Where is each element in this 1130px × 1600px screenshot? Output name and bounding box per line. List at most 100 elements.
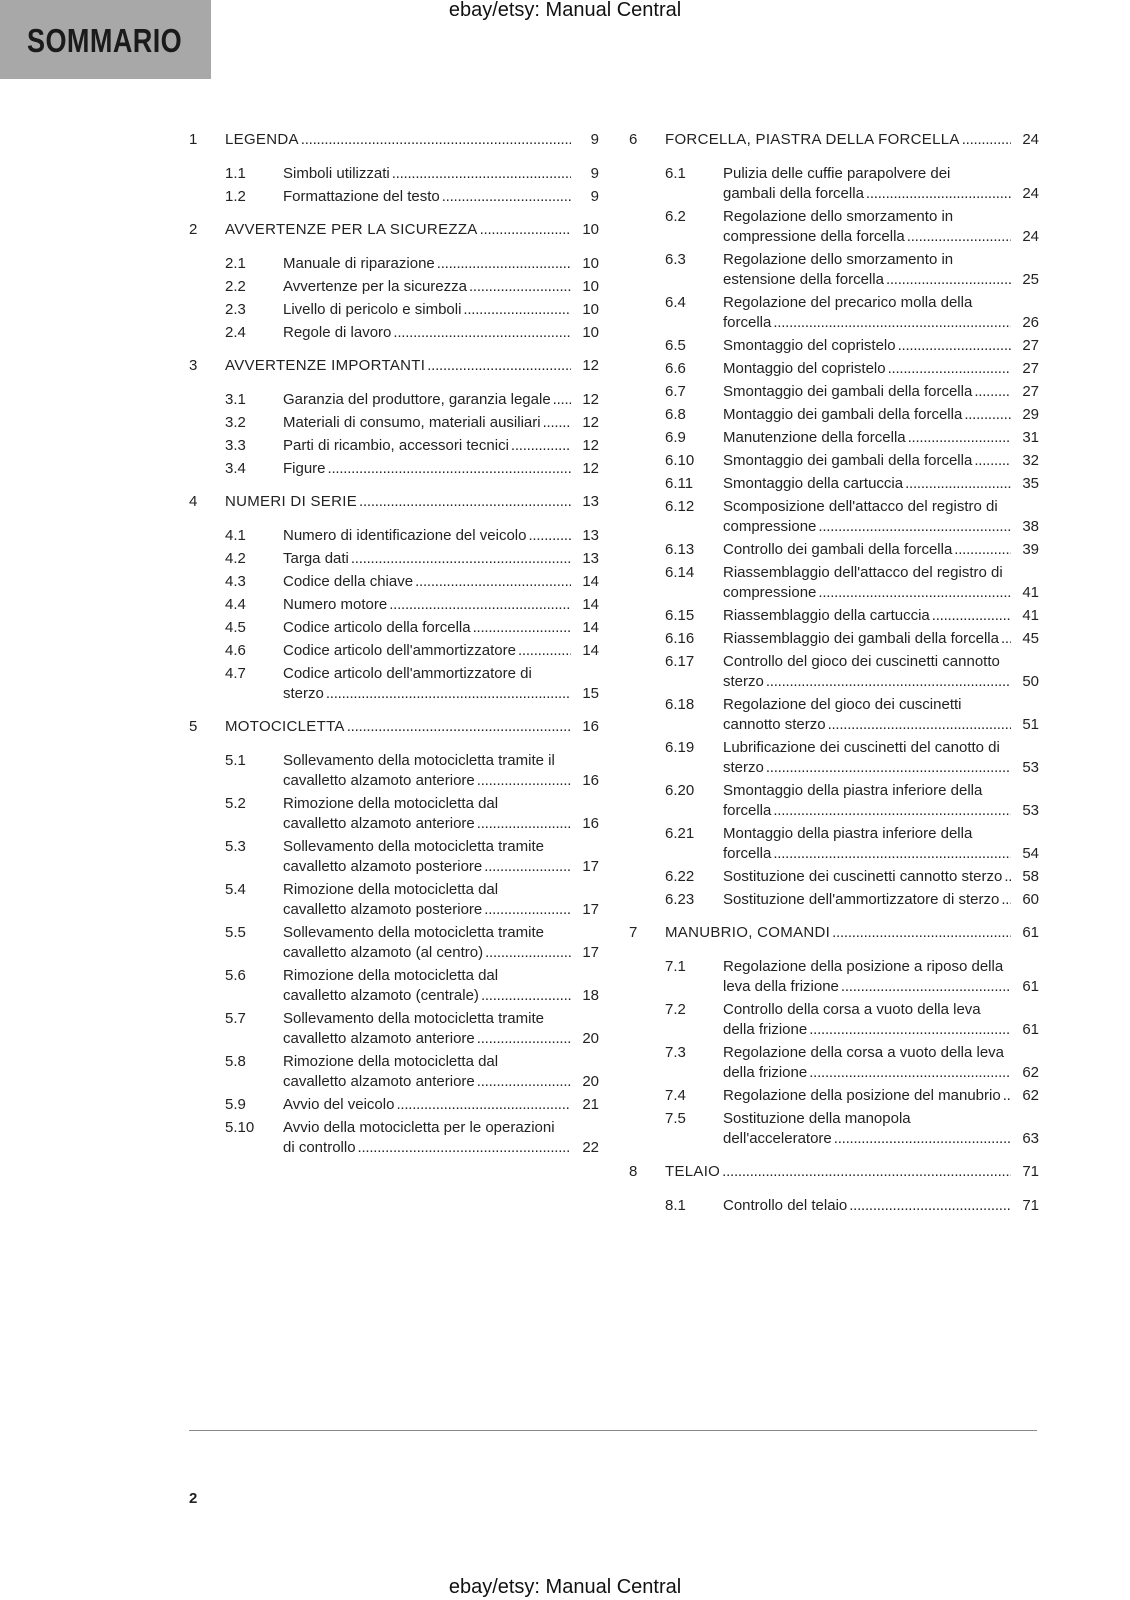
toc-section-entry[interactable]: 6.16 Riassemblaggio dei gambali della for… [665, 629, 1039, 649]
toc-section-entry[interactable]: 4.2 Targa dati 13 [225, 549, 599, 569]
toc-chapter-entry[interactable]: 2 AVVERTENZE PER LA SICUREZZA 10 [189, 220, 599, 240]
entry-title: Manutenzione della forcella [723, 429, 906, 446]
entry-title: Formattazione del testo [283, 188, 440, 205]
toc-section-entry[interactable]: 5.9 Avvio del veicolo 21 [225, 1095, 599, 1115]
toc-section-entry[interactable]: 4.7 Codice articolo dell'ammortizzatore d… [225, 664, 599, 704]
toc-section-entry[interactable]: 6.9 Manutenzione della forcella 31 [665, 428, 1039, 448]
toc-chapter-entry[interactable]: 4 NUMERI DI SERIE 13 [189, 492, 599, 512]
toc-section-entry[interactable]: 6.17 Controllo del gioco dei cuscinetti c… [665, 652, 1039, 692]
toc-section-entry[interactable]: 7.5 Sostituzione della manopola dell'acce… [665, 1109, 1039, 1149]
toc-section-entry[interactable]: 4.1 Numero di identificazione del veicolo… [225, 526, 599, 546]
toc-section-entry[interactable]: 1.1 Simboli utilizzati 9 [225, 164, 599, 184]
entry-title: Sostituzione dell'ammortizzatore di ster… [723, 891, 999, 908]
entry-page: 24 [1011, 184, 1039, 204]
entry-number: 6.2 [665, 208, 686, 225]
entry-title-wrap: LEGENDA [225, 130, 599, 150]
entry-page: 53 [1011, 758, 1039, 778]
toc-section-entry[interactable]: 7.1 Regolazione della posizione a riposo … [665, 957, 1039, 997]
toc-section-entry[interactable]: 4.3 Codice della chiave 14 [225, 572, 599, 592]
toc-section-entry[interactable]: 3.1 Garanzia del produttore, garanzia leg… [225, 390, 599, 410]
entry-page: 53 [1011, 801, 1039, 821]
toc-chapter-entry[interactable]: 8 TELAIO 71 [629, 1162, 1039, 1182]
toc-section-entry[interactable]: 7.2 Controllo della corsa a vuoto della l… [665, 1000, 1039, 1040]
toc-section-entry[interactable]: 6.10 Smontaggio dei gambali della forcell… [665, 451, 1039, 471]
toc-section-entry[interactable]: 6.3 Regolazione dello smorzamento in este… [665, 250, 1039, 290]
toc-section-entry[interactable]: 6.2 Regolazione dello smorzamento in comp… [665, 207, 1039, 247]
toc-section-entry[interactable]: 6.4 Regolazione del precarico molla della… [665, 293, 1039, 333]
toc-section-entry[interactable]: 8.1 Controllo del telaio 71 [665, 1196, 1039, 1216]
toc-section-entry[interactable]: 2.1 Manuale di riparazione 10 [225, 254, 599, 274]
toc-section-entry[interactable]: 5.5 Sollevamento della motocicletta trami… [225, 923, 599, 963]
toc-section-entry[interactable]: 6.7 Smontaggio dei gambali della forcella… [665, 382, 1039, 402]
entry-number: 5.2 [225, 795, 246, 812]
toc-section-entry[interactable]: 3.2 Materiali di consumo, materiali ausil… [225, 413, 599, 433]
toc-section-entry[interactable]: 2.2 Avvertenze per la sicurezza 10 [225, 277, 599, 297]
entry-title-wrap: Scomposizione dell'attacco del registro … [723, 497, 1039, 537]
toc-section-entry[interactable]: 6.5 Smontaggio del copristelo 27 [665, 336, 1039, 356]
entry-title-wrap: Montaggio della piastra inferiore della … [723, 824, 1039, 864]
toc-section-entry[interactable]: 6.15 Riassemblaggio della cartuccia 41 [665, 606, 1039, 626]
entry-title-wrap: Controllo del telaio [723, 1196, 1039, 1216]
toc-section-entry[interactable]: 5.7 Sollevamento della motocicletta trami… [225, 1009, 599, 1049]
entry-number: 6.13 [665, 541, 695, 558]
toc-chapter-entry[interactable]: 1 LEGENDA 9 [189, 130, 599, 150]
toc-section-entry[interactable]: 5.6 Rimozione della motocicletta dal cava… [225, 966, 599, 1006]
toc-section-entry[interactable]: 2.3 Livello di pericolo e simboli 10 [225, 300, 599, 320]
toc-section-entry[interactable]: 3.3 Parti di ricambio, accessori tecnici 1… [225, 436, 599, 456]
entry-title-wrap: Sostituzione dei cuscinetti cannotto ste… [723, 867, 1039, 887]
entry-page: 13 [571, 549, 599, 569]
entry-page: 12 [571, 436, 599, 456]
entry-page: 51 [1011, 715, 1039, 735]
entry-number: 5.7 [225, 1010, 246, 1027]
entry-title: Livello di pericolo e simboli [283, 301, 461, 318]
toc-section-entry[interactable]: 5.8 Rimozione della motocicletta dal cava… [225, 1052, 599, 1092]
toc-section-entry[interactable]: 2.4 Regole di lavoro 10 [225, 323, 599, 343]
entry-page: 14 [571, 641, 599, 661]
entry-number: 2.1 [225, 255, 246, 272]
toc-chapter-entry[interactable]: 6 FORCELLA, PIASTRA DELLA FORCELLA 24 [629, 130, 1039, 150]
toc-section-entry[interactable]: 7.3 Regolazione della corsa a vuoto della… [665, 1043, 1039, 1083]
toc-section-entry[interactable]: 6.22 Sostituzione dei cuscinetti cannotto… [665, 867, 1039, 887]
entry-title: Rimozione della motocicletta dal cavalle… [283, 967, 498, 1004]
entry-title: Sollevamento della motocicletta tramite … [283, 752, 555, 789]
toc-section-entry[interactable]: 3.4 Figure 12 [225, 459, 599, 479]
toc-section-entry[interactable]: 6.19 Lubrificazione dei cuscinetti del ca… [665, 738, 1039, 778]
entry-number: 7.5 [665, 1110, 686, 1127]
entry-title-wrap: Riassemblaggio della cartuccia [723, 606, 1039, 626]
toc-section-entry[interactable]: 6.18 Regolazione del gioco dei cuscinetti… [665, 695, 1039, 735]
toc-section-entry[interactable]: 6.11 Smontaggio della cartuccia 35 [665, 474, 1039, 494]
toc-section-entry[interactable]: 4.6 Codice articolo dell'ammortizzatore 14 [225, 641, 599, 661]
toc-section-entry[interactable]: 6.12 Scomposizione dell'attacco del regis… [665, 497, 1039, 537]
toc-section-entry[interactable]: 1.2 Formattazione del testo 9 [225, 187, 599, 207]
entry-page: 16 [571, 814, 599, 834]
toc-section-entry[interactable]: 6.13 Controllo dei gambali della forcella… [665, 540, 1039, 560]
toc-chapter-entry[interactable]: 5 MOTOCICLETTA 16 [189, 717, 599, 737]
entry-number: 6.14 [665, 564, 695, 581]
entry-title-wrap: Simboli utilizzati [283, 164, 599, 184]
entry-title: Avvio della motocicletta per le operazio… [283, 1119, 555, 1156]
toc-section-entry[interactable]: 6.8 Montaggio dei gambali della forcella 2… [665, 405, 1039, 425]
toc-section-entry[interactable]: 5.2 Rimozione della motocicletta dal cava… [225, 794, 599, 834]
entry-number: 3.2 [225, 414, 246, 431]
entry-title: Controllo del gioco dei cuscinetti canno… [723, 653, 1000, 690]
toc-section-entry[interactable]: 4.5 Codice articolo della forcella 14 [225, 618, 599, 638]
toc-section-entry[interactable]: 6.6 Montaggio del copristelo 27 [665, 359, 1039, 379]
toc-section-entry[interactable]: 5.1 Sollevamento della motocicletta trami… [225, 751, 599, 791]
toc-section-entry[interactable]: 6.1 Pulizia delle cuffie parapolvere dei … [665, 164, 1039, 204]
entry-number: 4.2 [225, 550, 246, 567]
toc-chapter-entry[interactable]: 7 MANUBRIO, COMANDI 61 [629, 923, 1039, 943]
toc-section-entry[interactable]: 6.21 Montaggio della piastra inferiore de… [665, 824, 1039, 864]
toc-section-entry[interactable]: 4.4 Numero motore 14 [225, 595, 599, 615]
toc-section-entry[interactable]: 6.20 Smontaggio della piastra inferiore d… [665, 781, 1039, 821]
toc-section-entry[interactable]: 6.23 Sostituzione dell'ammortizzatore di … [665, 890, 1039, 910]
toc-section-entry[interactable]: 7.4 Regolazione della posizione del manub… [665, 1086, 1039, 1106]
entry-title-wrap: Manuale di riparazione [283, 254, 599, 274]
toc-section-entry[interactable]: 5.3 Sollevamento della motocicletta trami… [225, 837, 599, 877]
entry-number: 7.3 [665, 1044, 686, 1061]
entry-number: 7.4 [665, 1087, 686, 1104]
toc-section-entry[interactable]: 5.10 Avvio della motocicletta per le oper… [225, 1118, 599, 1158]
entry-title: Smontaggio della cartuccia [723, 475, 903, 492]
toc-section-entry[interactable]: 6.14 Riassemblaggio dell'attacco del regi… [665, 563, 1039, 603]
toc-section-entry[interactable]: 5.4 Rimozione della motocicletta dal cava… [225, 880, 599, 920]
toc-chapter-entry[interactable]: 3 AVVERTENZE IMPORTANTI 12 [189, 356, 599, 376]
